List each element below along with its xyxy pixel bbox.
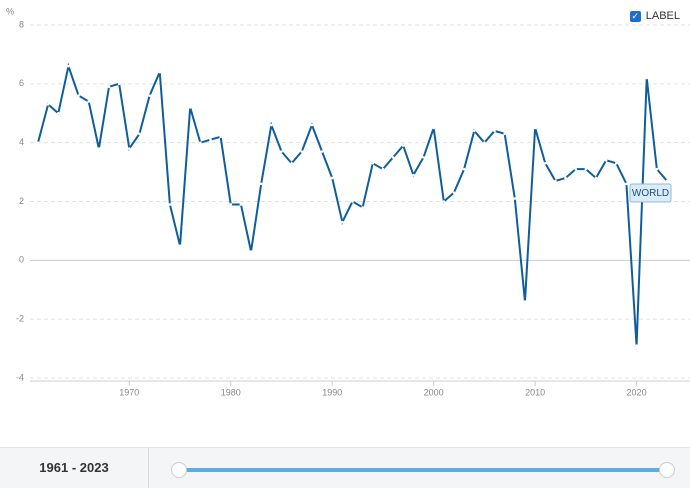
data-point bbox=[432, 126, 435, 130]
data-point bbox=[665, 179, 669, 183]
data-point bbox=[67, 64, 70, 68]
y-tick-label: 4 bbox=[19, 137, 24, 147]
data-point bbox=[442, 200, 446, 203]
slider-handle[interactable] bbox=[659, 462, 675, 478]
x-tick-label: 1970 bbox=[119, 387, 139, 397]
data-point bbox=[138, 132, 141, 136]
data-point bbox=[117, 82, 121, 86]
x-tick-label: 1980 bbox=[221, 387, 241, 397]
series-label-text: WORLD bbox=[632, 188, 669, 199]
data-point bbox=[178, 244, 182, 247]
data-point bbox=[199, 141, 202, 144]
y-tick-label: 0 bbox=[19, 255, 24, 265]
data-point bbox=[371, 161, 375, 165]
data-point bbox=[36, 141, 40, 144]
data-point bbox=[381, 167, 385, 171]
x-tick-label: 1990 bbox=[322, 387, 342, 397]
data-point bbox=[655, 167, 659, 171]
data-point bbox=[604, 159, 608, 162]
x-tick-label: 2020 bbox=[627, 387, 647, 397]
data-point bbox=[483, 141, 486, 144]
data-point bbox=[290, 161, 293, 165]
data-point bbox=[391, 156, 395, 159]
data-point bbox=[401, 144, 405, 147]
range-label: 1961 - 2023 bbox=[0, 448, 149, 488]
y-tick-label: -4 bbox=[16, 372, 24, 382]
data-point bbox=[462, 167, 466, 171]
legend-label[interactable]: LABEL bbox=[645, 10, 680, 22]
data-point bbox=[594, 176, 598, 180]
data-point bbox=[168, 203, 172, 206]
data-point bbox=[310, 123, 314, 127]
data-point bbox=[280, 150, 283, 153]
data-point bbox=[625, 182, 628, 186]
data-point bbox=[330, 176, 334, 180]
data-point bbox=[87, 100, 91, 103]
data-point bbox=[554, 179, 557, 183]
data-point bbox=[249, 250, 253, 253]
series-label: WORLD bbox=[629, 183, 672, 203]
x-tick-label: 2010 bbox=[525, 387, 545, 397]
data-point bbox=[239, 203, 243, 206]
data-point bbox=[300, 150, 304, 153]
data-point bbox=[422, 156, 425, 159]
data-point bbox=[452, 191, 456, 194]
y-tick-label: -2 bbox=[16, 314, 24, 324]
series-label-box bbox=[629, 183, 672, 203]
legend-checkbox[interactable]: ✓ bbox=[629, 10, 641, 22]
data-point bbox=[503, 132, 506, 136]
data-point bbox=[645, 76, 649, 80]
data-point bbox=[97, 147, 101, 150]
slider-handle[interactable] bbox=[171, 462, 187, 478]
data-point bbox=[341, 220, 344, 224]
data-point bbox=[259, 182, 263, 186]
data-point bbox=[584, 167, 588, 171]
chart: % 8 6 4 2 0 -2 -4 1970 1980 1990 2000 2010 2020 WORLD bbox=[6, 6, 690, 397]
data-point bbox=[533, 126, 537, 130]
y-unit: % bbox=[6, 6, 14, 16]
data-point bbox=[523, 300, 527, 303]
data-point bbox=[56, 111, 60, 115]
y-tick-label: 2 bbox=[19, 196, 24, 206]
y-tick-label: 6 bbox=[19, 78, 24, 88]
data-point bbox=[543, 161, 547, 165]
data-point bbox=[574, 167, 577, 171]
data-point bbox=[635, 344, 638, 347]
data-point bbox=[219, 135, 222, 139]
data-point bbox=[472, 129, 476, 133]
data-point bbox=[270, 123, 273, 127]
data-point bbox=[46, 103, 50, 106]
data-point bbox=[229, 203, 233, 206]
data-point bbox=[361, 206, 364, 209]
data-point bbox=[188, 106, 192, 109]
data-point bbox=[351, 200, 354, 203]
slider-track[interactable] bbox=[178, 468, 666, 472]
data-point bbox=[614, 161, 618, 165]
data-point bbox=[209, 138, 212, 142]
y-tick-label: 8 bbox=[19, 19, 24, 29]
data-point bbox=[493, 129, 496, 133]
legend[interactable]: ✓ LABEL bbox=[629, 10, 680, 22]
data-point bbox=[148, 94, 151, 97]
data-point bbox=[564, 176, 567, 180]
range-slider: 1961 - 2023 bbox=[0, 447, 690, 488]
data-point bbox=[128, 147, 131, 150]
data-point bbox=[513, 197, 517, 200]
data-point bbox=[320, 150, 324, 153]
data-point bbox=[412, 173, 415, 177]
data-line bbox=[37, 62, 668, 346]
data-point bbox=[107, 85, 111, 89]
data-point bbox=[77, 94, 80, 97]
x-tick-label: 2000 bbox=[424, 387, 444, 397]
data-point bbox=[158, 70, 162, 74]
